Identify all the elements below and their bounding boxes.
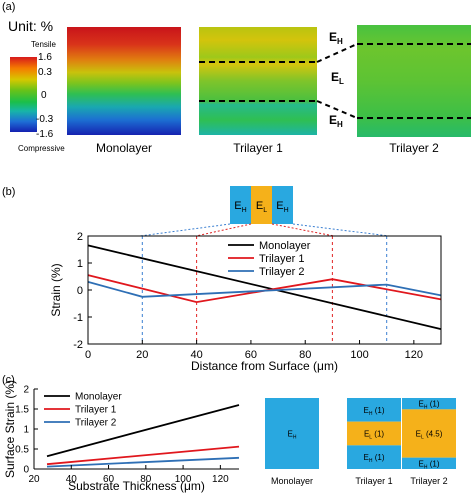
series-line <box>87 274 442 304</box>
series-line <box>46 404 240 458</box>
x-tick-label: 60 <box>245 349 257 361</box>
schematic-layer <box>347 398 401 422</box>
inset-layer <box>272 186 293 224</box>
x-tick-label: 80 <box>299 349 311 361</box>
unit-label: Unit: % <box>8 18 53 34</box>
x-tick-label: 40 <box>190 349 202 361</box>
inset-connector <box>139 223 231 237</box>
x-tick-label: 80 <box>140 474 152 485</box>
schematic-layer <box>402 398 456 410</box>
tensile-label: Tensile <box>31 40 56 49</box>
schematic-layer <box>402 457 456 469</box>
legend-label: Trilayer 1 <box>259 253 304 265</box>
colorbar-tick: 1.6 <box>38 52 52 63</box>
y-tick-label: -1 <box>73 312 83 324</box>
x-tick-label: 20 <box>28 474 40 485</box>
schematic-layer-label: EL (4.5) <box>416 430 443 441</box>
compressive-label: Compressive <box>18 144 65 153</box>
y-tick-label: 1 <box>77 258 83 270</box>
schematic-layer-label: EH (1) <box>364 406 385 417</box>
legend-label: Monolayer <box>75 392 122 403</box>
panel-a-label: (a) <box>2 1 15 13</box>
el-label: EL <box>331 70 344 86</box>
monolayer-contour <box>67 27 181 135</box>
series-line <box>46 445 240 466</box>
colorbar-tick: -1.6 <box>36 129 54 140</box>
x-tick-label: 120 <box>405 349 423 361</box>
y-tick-label: 1.5 <box>15 405 29 416</box>
inset-layer-label: EH <box>234 200 246 214</box>
y-tick-label: 0.5 <box>15 445 29 456</box>
eh-label-bottom: EH <box>329 113 343 129</box>
surface-strain-chart: 20 40 60 80 100 120 0 0.5 1 1.5 2 Substrate Thickne… <box>3 380 240 493</box>
schematic-layer <box>265 398 319 469</box>
trilayer1-label: Trilayer 1 <box>233 141 283 155</box>
inset-layer <box>251 186 272 224</box>
trilayer1-contour <box>199 27 317 135</box>
trilayer2-contour <box>357 25 471 137</box>
schematic-layer <box>347 445 401 469</box>
series-line <box>87 281 442 298</box>
y-axis-label: Strain (%) <box>49 263 63 316</box>
trilayer2-label: Trilayer 2 <box>389 141 439 155</box>
schematic-name: Monolayer <box>271 476 313 486</box>
x-axis-label: Substrate Thickness (μm) <box>68 479 205 493</box>
zoom-connector <box>316 43 358 63</box>
x-tick-label: 0 <box>85 349 91 361</box>
legend-label: Trilayer 1 <box>75 405 117 416</box>
inset-connector <box>292 223 390 237</box>
panel-b-label: (b) <box>2 186 15 198</box>
x-tick-label: 120 <box>212 474 229 485</box>
monolayer-label: Monolayer <box>96 141 152 155</box>
layer-schematics: EH Monolayer EH (1) EL (1) EH (1) Trilayer 1 E… <box>265 398 456 486</box>
schematic-name: Trilayer 1 <box>355 476 392 486</box>
x-tick-label: 20 <box>136 349 148 361</box>
x-tick-label: 100 <box>175 474 192 485</box>
x-tick-label: 40 <box>66 474 78 485</box>
schematic-layer-label: EH (1) <box>419 400 440 411</box>
series-line <box>87 244 442 330</box>
inset-layer-label: EH <box>276 200 288 214</box>
zoom-connector <box>316 100 358 119</box>
y-tick-label: 2 <box>77 231 83 243</box>
schematic-name: Trilayer 2 <box>410 476 447 486</box>
y-tick-label: 0 <box>77 285 83 297</box>
legend-label: Trilayer 2 <box>75 418 117 429</box>
y-axis-label: Surface Strain (%) <box>3 380 17 478</box>
inset-layer-label: EL <box>256 200 267 214</box>
legend-label: Monolayer <box>259 240 311 252</box>
colorbar-tick: 0.3 <box>38 67 52 78</box>
colorbar-tick: -0.3 <box>36 114 54 125</box>
y-tick-label: 2 <box>23 385 29 396</box>
y-tick-label: 1 <box>23 425 29 436</box>
eh-label-top: EH <box>329 30 343 46</box>
legend-label: Trilayer 2 <box>259 266 304 278</box>
schematic-layer-label: EL (1) <box>364 430 384 441</box>
inset-layer <box>230 186 251 224</box>
schematic-layer-label: EH (1) <box>419 459 440 470</box>
schematic-layer-label: EH <box>288 430 297 441</box>
series-line <box>46 456 240 468</box>
layer-inset: EH EL EH <box>139 186 390 237</box>
strain-chart: 0 20 40 60 80 100 120 2 1 0 -1 -2 Distance from Surf… <box>49 231 442 373</box>
schematic-layer <box>402 409 456 458</box>
colorbar-tick: 0 <box>41 90 47 101</box>
schematic-layer-label: EH (1) <box>364 453 385 464</box>
y-tick-label: -2 <box>73 339 83 351</box>
panel-c-label: (c) <box>2 374 15 386</box>
x-tick-label: 100 <box>350 349 368 361</box>
colorbar <box>10 57 37 132</box>
schematic-layer <box>347 421 401 446</box>
inset-connector <box>271 223 335 237</box>
x-axis-label: Distance from Surface (μm) <box>191 359 338 373</box>
inset-connector <box>195 223 252 237</box>
x-tick-label: 60 <box>103 474 115 485</box>
y-tick-label: 0 <box>23 465 29 476</box>
